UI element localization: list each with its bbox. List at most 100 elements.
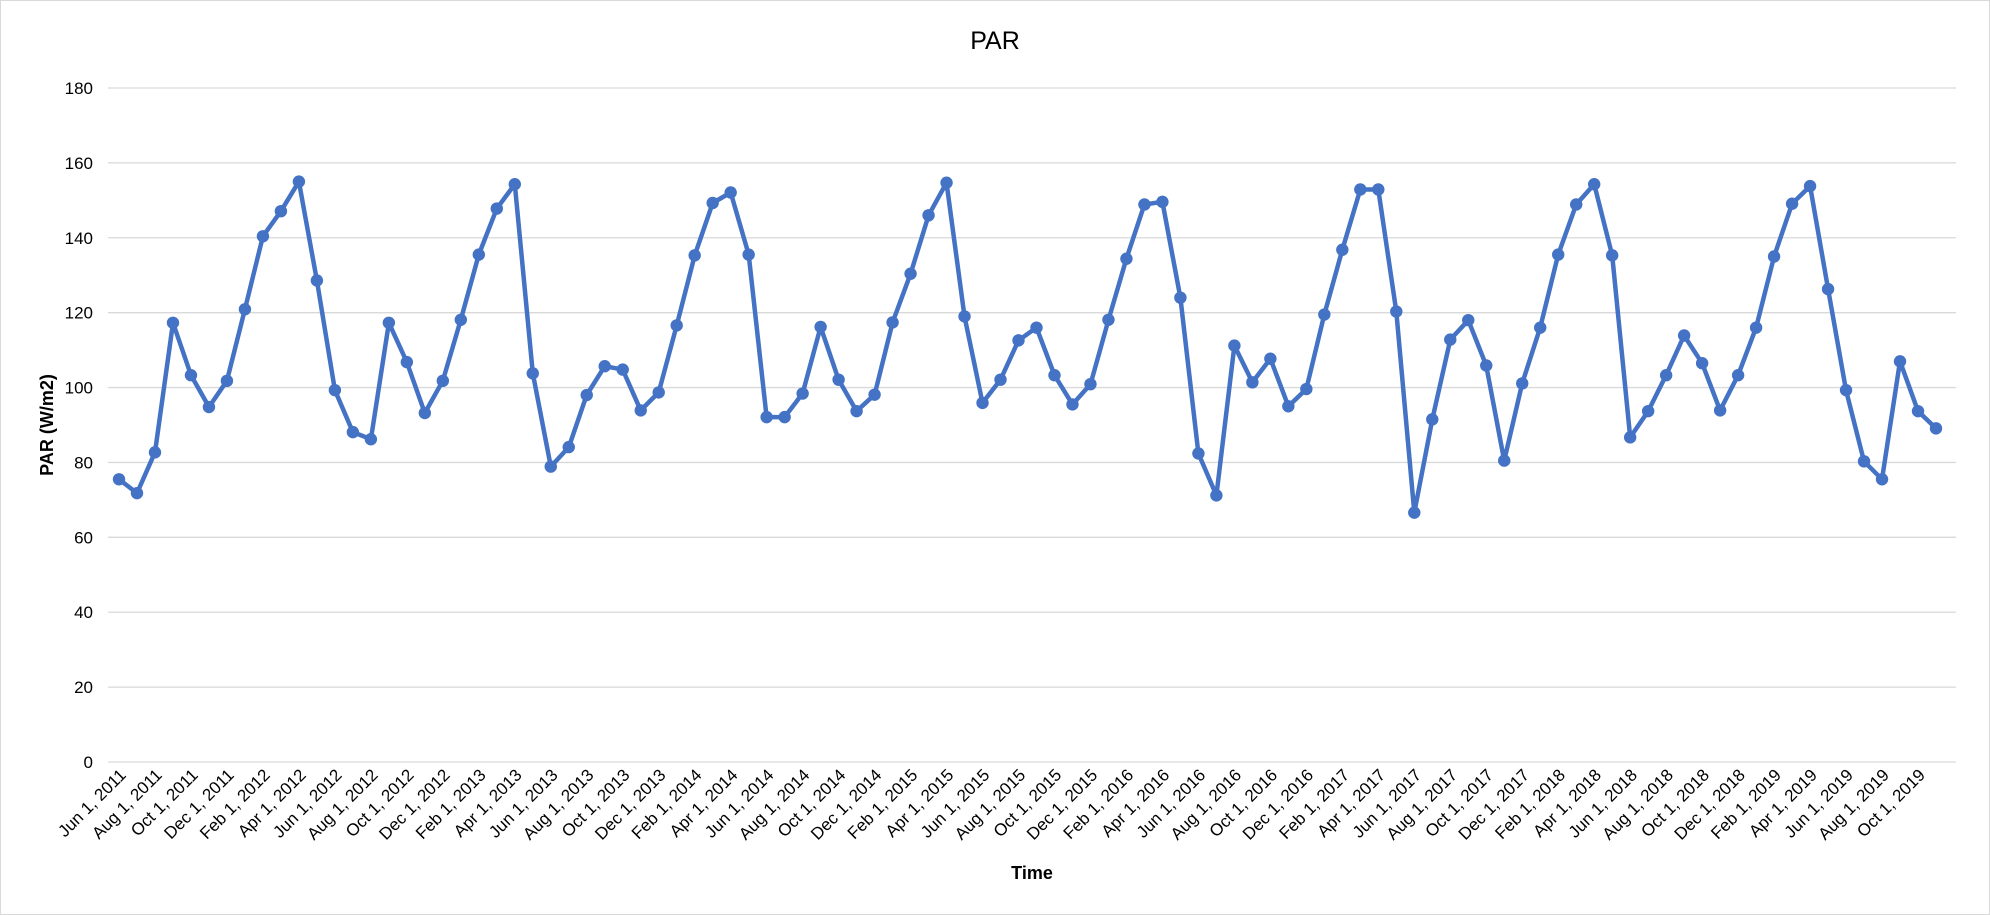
data-point — [400, 355, 414, 369]
data-point — [1785, 197, 1799, 210]
y-tick-label: 0 — [84, 753, 93, 772]
data-point — [256, 230, 270, 243]
data-point — [1641, 404, 1655, 418]
data-point — [184, 368, 198, 382]
data-point — [1893, 355, 1907, 368]
data-point — [1084, 377, 1097, 391]
data-point — [1444, 333, 1457, 346]
data-point — [706, 196, 719, 210]
data-point — [166, 316, 180, 329]
data-point — [1480, 359, 1493, 372]
data-point — [688, 249, 701, 262]
data-point — [1929, 422, 1943, 435]
y-tick-label: 100 — [65, 379, 93, 398]
data-point — [1875, 473, 1889, 486]
data-point — [886, 316, 899, 329]
data-point — [1138, 198, 1151, 211]
data-point — [148, 446, 162, 459]
data-point — [1911, 404, 1925, 418]
data-point — [544, 460, 557, 473]
data-point — [616, 363, 629, 376]
y-tick-label: 80 — [74, 453, 93, 472]
y-axis-ticks: 0 20 40 60 80 100 120 140 160 180 — [65, 79, 93, 772]
y-tick-label: 40 — [74, 603, 93, 622]
data-point — [1192, 447, 1205, 460]
y-axis-title: PAR (W/m2) — [37, 374, 57, 476]
data-point — [1390, 305, 1403, 318]
data-point — [904, 267, 917, 280]
data-point — [1713, 404, 1727, 417]
data-point — [1552, 248, 1565, 261]
data-point — [130, 486, 144, 500]
data-point — [1534, 321, 1547, 334]
data-point — [1749, 321, 1763, 334]
data-point — [1767, 250, 1781, 263]
data-point — [1605, 249, 1619, 262]
data-point — [490, 202, 503, 215]
data-point — [994, 373, 1007, 386]
data-point — [454, 313, 468, 326]
data-point — [1300, 382, 1313, 396]
data-point — [580, 388, 593, 402]
data-point — [1623, 431, 1637, 444]
data-point — [1102, 313, 1115, 326]
y-tick-label: 180 — [65, 79, 93, 98]
data-point — [1282, 400, 1295, 413]
data-point — [1210, 489, 1223, 502]
data-point — [292, 175, 306, 188]
data-point — [1174, 291, 1187, 304]
y-tick-label: 60 — [74, 528, 93, 547]
data-point — [508, 178, 521, 191]
data-point — [1426, 413, 1439, 426]
gridlines — [108, 87, 1956, 763]
data-point — [1156, 195, 1169, 209]
data-point — [202, 400, 216, 414]
data-point — [1318, 308, 1331, 321]
data-point — [850, 404, 863, 418]
data-point — [346, 425, 360, 439]
data-point — [598, 360, 611, 373]
data-point — [1803, 179, 1817, 193]
data-point — [634, 404, 647, 417]
data-point — [1569, 198, 1583, 211]
data-point — [1246, 376, 1259, 389]
data-point — [940, 176, 953, 189]
data-point — [1012, 334, 1025, 347]
data-point — [1677, 329, 1691, 342]
y-tick-label: 20 — [74, 678, 93, 697]
data-point — [742, 248, 755, 261]
data-point — [814, 320, 827, 334]
data-point — [958, 310, 971, 323]
data-point — [1659, 368, 1673, 382]
data-point — [1354, 183, 1367, 196]
data-point — [1498, 454, 1511, 467]
data-point — [562, 440, 575, 454]
y-tick-label: 120 — [65, 304, 93, 323]
data-point — [1120, 252, 1133, 265]
data-point — [220, 374, 234, 388]
data-point — [382, 316, 396, 329]
data-point — [310, 274, 324, 287]
data-point — [796, 387, 809, 400]
data-point — [1030, 321, 1043, 334]
data-point — [1839, 383, 1853, 397]
data-point — [922, 209, 935, 222]
data-point — [670, 319, 683, 332]
data-point — [526, 367, 539, 380]
data-point — [1066, 398, 1079, 411]
x-axis-title: Time — [1011, 863, 1053, 883]
data-point — [1228, 339, 1241, 352]
data-point — [724, 186, 737, 199]
data-point — [1821, 282, 1835, 296]
data-point — [760, 410, 773, 424]
data-point — [1516, 377, 1529, 390]
data-point — [1048, 368, 1061, 382]
data-point — [976, 396, 989, 410]
y-tick-label: 140 — [65, 229, 93, 248]
data-point — [832, 373, 845, 386]
data-point — [868, 388, 881, 401]
data-point — [436, 374, 450, 388]
